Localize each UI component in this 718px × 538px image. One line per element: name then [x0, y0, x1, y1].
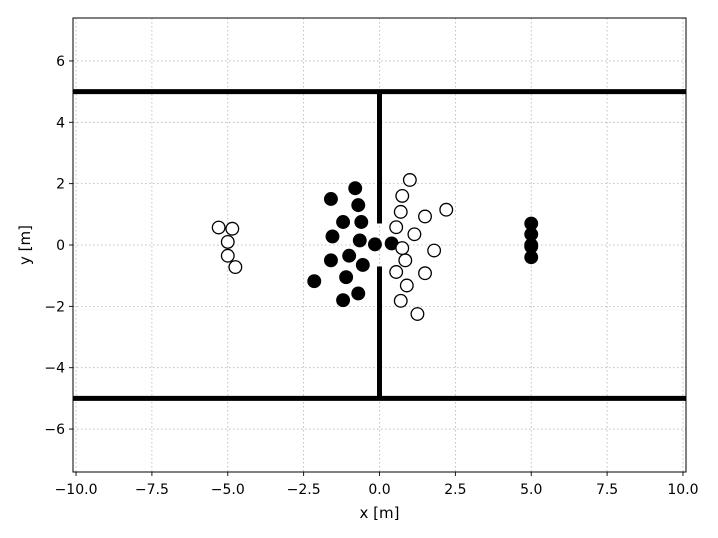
- open-point: [229, 261, 242, 274]
- open-point: [408, 228, 421, 241]
- filled-point: [337, 216, 350, 229]
- open-point: [428, 244, 441, 257]
- x-tick-label: −5.0: [211, 482, 245, 498]
- y-tick-label: 0: [56, 238, 65, 254]
- x-axis: −10.0 −7.5 −5.0 −2.5 0.0 2.5 5.0 7.5 10.0: [55, 472, 699, 498]
- open-point: [212, 221, 225, 234]
- open-point: [394, 206, 407, 219]
- open-point: [396, 242, 409, 255]
- filled-point: [353, 234, 366, 247]
- filled-point: [325, 254, 338, 267]
- open-point: [394, 295, 407, 308]
- open-point: [440, 203, 453, 216]
- x-tick-label: 7.5: [596, 482, 618, 498]
- open-point: [404, 174, 417, 187]
- filled-point: [340, 271, 353, 284]
- open-point: [221, 249, 234, 262]
- x-tick-label: −2.5: [287, 482, 321, 498]
- open-point: [390, 221, 403, 234]
- x-tick-label: 0.0: [368, 482, 390, 498]
- y-tick-label: 4: [56, 115, 65, 131]
- x-tick-label: 10.0: [667, 482, 698, 498]
- open-point: [390, 266, 403, 279]
- filled-point: [357, 259, 370, 272]
- filled-point: [337, 294, 350, 307]
- filled-point: [352, 199, 365, 212]
- filled-point: [525, 251, 538, 264]
- x-tick-label: 2.5: [444, 482, 466, 498]
- y-tick-label: 2: [56, 177, 65, 193]
- open-point: [399, 254, 412, 267]
- filled-point: [352, 287, 365, 300]
- y-tick-label: −6: [44, 422, 65, 438]
- x-tick-label: −7.5: [135, 482, 169, 498]
- filled-point: [343, 249, 356, 262]
- open-point: [411, 308, 424, 321]
- x-tick-label: 5.0: [520, 482, 542, 498]
- open-point: [221, 236, 234, 249]
- open-point: [226, 222, 239, 235]
- filled-point: [308, 275, 321, 288]
- x-tick-label: −10.0: [55, 482, 98, 498]
- open-point: [401, 279, 414, 292]
- filled-point: [325, 193, 338, 206]
- y-tick-label: −4: [44, 361, 65, 377]
- open-point: [419, 210, 432, 223]
- x-axis-label: x [m]: [360, 504, 400, 522]
- y-tick-label: −2: [44, 299, 65, 315]
- filled-point: [355, 216, 368, 229]
- filled-point: [326, 230, 339, 243]
- y-axis-label: y [m]: [16, 225, 34, 265]
- open-point: [396, 190, 409, 203]
- open-point: [419, 267, 432, 280]
- data-points: [212, 174, 537, 321]
- filled-point: [369, 238, 382, 251]
- y-tick-label: 6: [56, 54, 65, 70]
- y-axis: −6 −4 −2 0 2 4 6: [44, 54, 73, 438]
- filled-point: [349, 182, 362, 195]
